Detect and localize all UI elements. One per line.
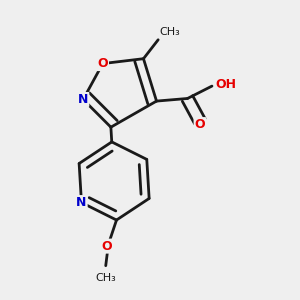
Text: N: N	[76, 196, 87, 209]
Text: O: O	[101, 240, 112, 253]
Text: N: N	[78, 93, 88, 106]
Text: CH₃: CH₃	[95, 273, 116, 283]
Text: O: O	[195, 118, 205, 131]
Text: O: O	[98, 57, 108, 70]
Text: OH: OH	[215, 78, 236, 91]
Text: CH₃: CH₃	[160, 26, 181, 37]
